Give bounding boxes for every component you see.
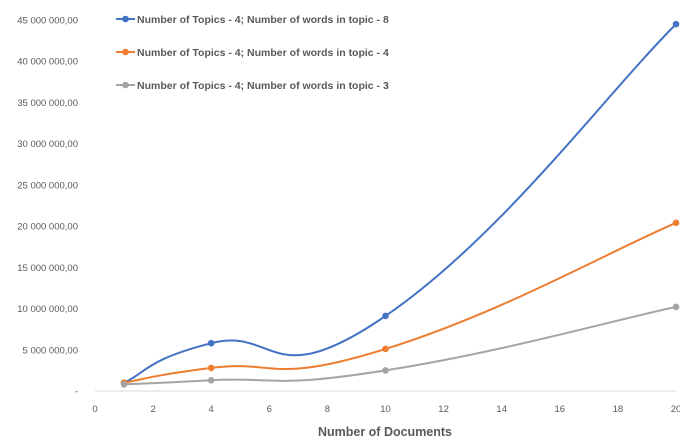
y-tick-label: - <box>75 387 78 398</box>
x-tick-label: 14 <box>496 404 507 415</box>
data-point <box>207 364 215 372</box>
y-tick-label: 25 000 000,00 <box>17 180 78 191</box>
data-point <box>672 303 680 311</box>
x-tick-label: 8 <box>325 404 330 415</box>
y-tick-label: 15 000 000,00 <box>17 263 78 274</box>
x-tick-label: 6 <box>267 404 272 415</box>
data-point <box>382 367 389 374</box>
x-tick-label: 18 <box>613 404 624 415</box>
legend-marker <box>122 15 129 23</box>
legend-label: Number of Topics - 4; Number of words in… <box>137 14 389 26</box>
y-axis-ticks: - 5 000 000,00 10 000 000,00 15 000 000,00 2… <box>17 16 78 398</box>
data-point <box>120 381 128 388</box>
series-line <box>123 23 677 384</box>
x-tick-label: 4 <box>209 404 214 415</box>
y-tick-label: 35 000 000,00 <box>17 98 78 109</box>
y-tick-label: 5 000 000,00 <box>23 345 78 356</box>
legend-marker <box>122 81 129 89</box>
y-tick-label: 30 000 000,00 <box>17 139 78 150</box>
legend-label: Number of Topics - 4; Number of words in… <box>137 47 389 59</box>
data-point <box>207 376 215 384</box>
x-tick-label: 16 <box>555 404 566 415</box>
legend-marker <box>122 48 129 56</box>
y-tick-label: 40 000 000,00 <box>17 57 78 68</box>
x-axis-ticks: 0 2 4 6 8 10 12 14 16 18 20 <box>92 404 680 415</box>
x-tick-label: 12 <box>438 404 449 415</box>
x-axis-label: Number of Documents <box>318 425 452 437</box>
x-tick-label: 10 <box>380 404 391 415</box>
series-line <box>123 221 677 384</box>
data-point <box>382 345 389 353</box>
x-tick-label: 0 <box>92 404 97 415</box>
data-point <box>672 20 680 28</box>
x-tick-label: 2 <box>150 404 155 415</box>
series-line <box>124 305 677 386</box>
series-layer <box>120 20 680 388</box>
y-tick-label: 45 000 000,00 <box>17 16 78 27</box>
legend-label: Number of Topics - 4; Number of words in… <box>137 80 389 92</box>
y-tick-label: 10 000 000,00 <box>17 304 78 315</box>
data-point <box>672 219 680 227</box>
data-point <box>207 339 215 347</box>
legend: Number of Topics - 4; Number of words in… <box>116 14 389 92</box>
x-tick-label: 20 <box>671 404 680 415</box>
data-point <box>382 312 389 320</box>
y-tick-label: 20 000 000,00 <box>17 222 78 233</box>
